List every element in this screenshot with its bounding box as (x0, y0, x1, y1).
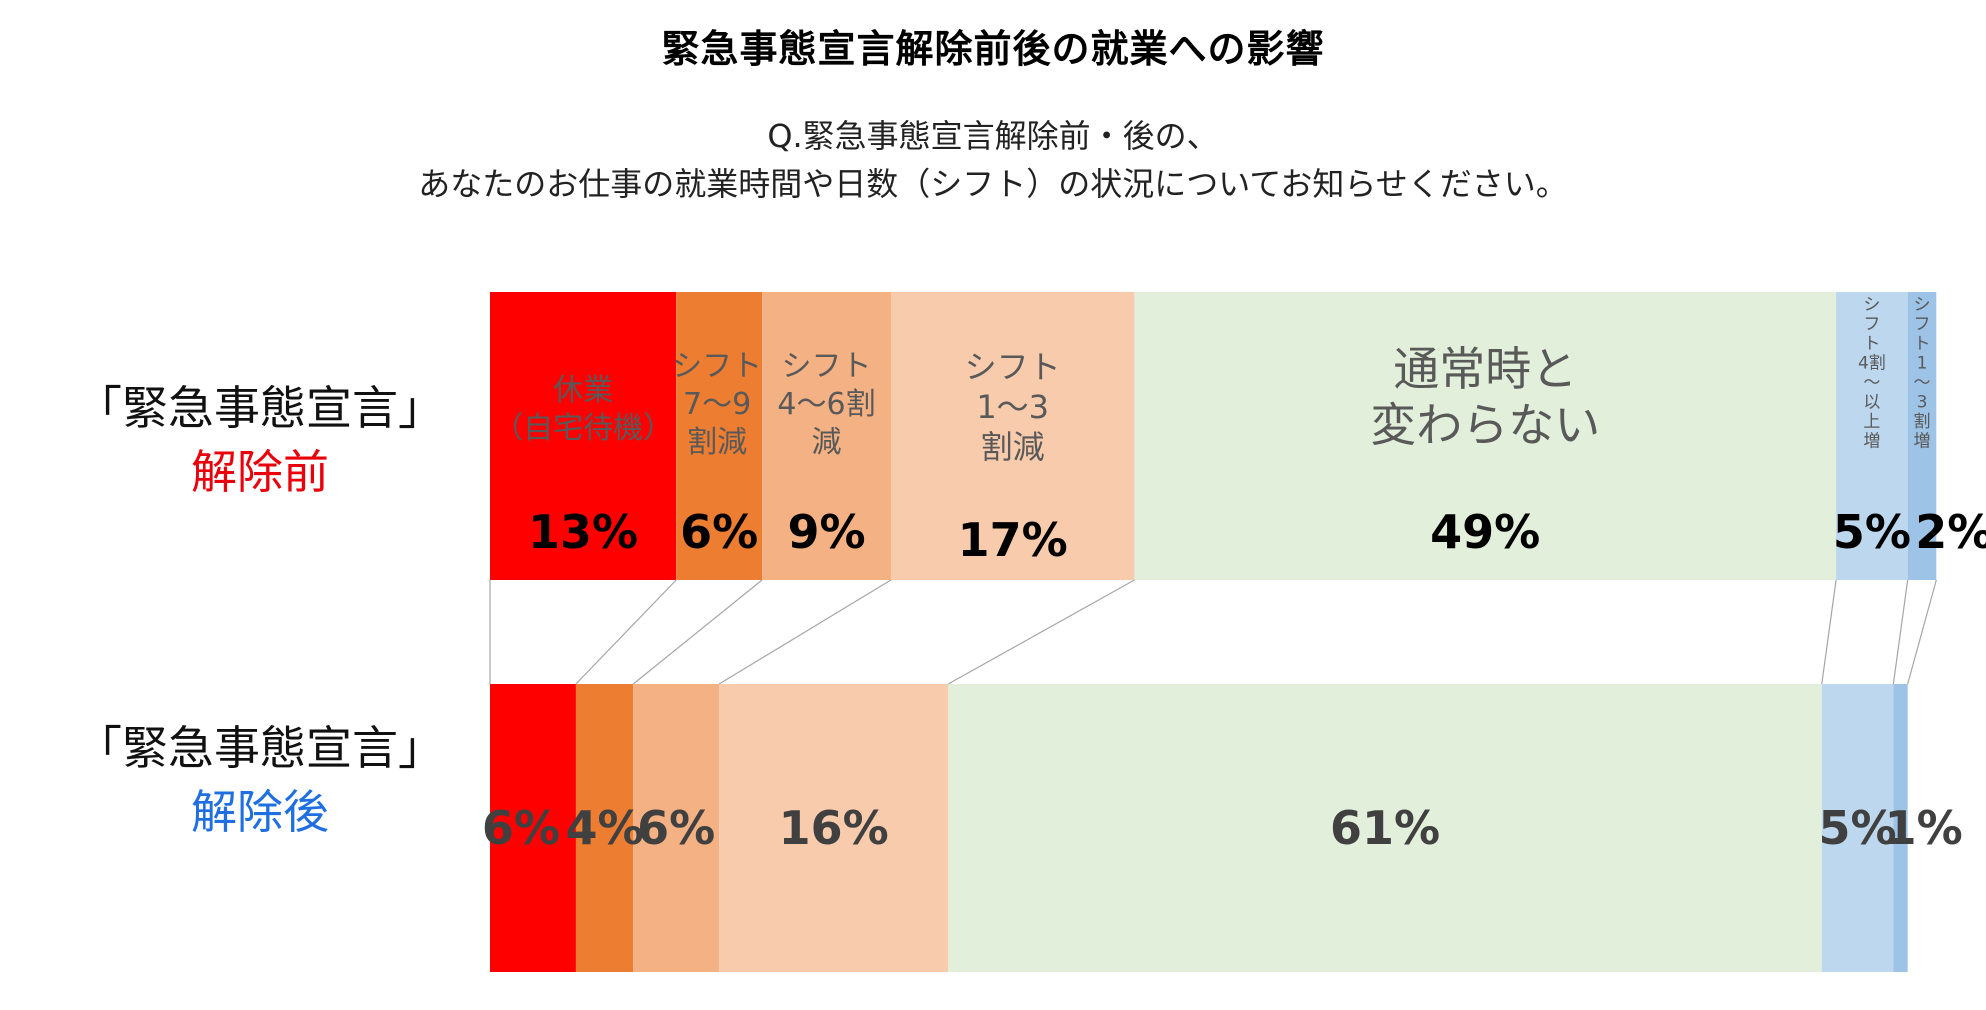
category-label-4-line-3: 割減 (981, 428, 1045, 466)
category-label-6-line-6: 以 (1863, 393, 1880, 413)
category-label-6-line-8: 増 (1863, 432, 1880, 452)
category-label-5-line-2: 変わらない (1370, 398, 1600, 452)
category-label-7-line-5: 〜 (1914, 373, 1931, 393)
value-label-before-4: 17% (958, 513, 1068, 567)
bar-segment-before-6 (1836, 292, 1908, 580)
category-label-2-line-2: 7〜9 (683, 387, 751, 422)
category-label-6-line-2: フ (1863, 315, 1880, 335)
value-label-before-2: 6% (680, 505, 758, 559)
bar-segment-before-5 (1134, 292, 1837, 580)
value-label-after-2: 4% (566, 801, 644, 855)
row-label-after: 「緊急事態宣言」 解除後 (50, 716, 470, 844)
value-label-before-3: 9% (787, 505, 865, 559)
value-label-before-6: 5% (1833, 505, 1911, 559)
row-label-before: 「緊急事態宣言」 解除前 (50, 376, 470, 504)
bar-segment-after-7 (1893, 684, 1908, 972)
category-label-6-line-4: 4割 (1858, 354, 1886, 374)
category-label-3-line-2: 4〜6割 (777, 387, 875, 422)
series-connector-line-5 (1821, 579, 1837, 685)
bar-segment-before-4 (890, 292, 1135, 580)
bar-segment-after-4 (719, 684, 949, 972)
series-connector-line-7 (1907, 579, 1937, 685)
value-label-after-7: 1% (1885, 801, 1963, 855)
series-connector-line-6 (1892, 579, 1909, 685)
bar-segment-after-6 (1821, 684, 1894, 972)
chart-subtitle: Q.緊急事態宣言解除前・後の、 あなたのお仕事の就業時間や日数（シフト）の状況に… (0, 112, 1986, 208)
bar-segment-before-2 (676, 292, 763, 580)
bar-segment-before-3 (762, 292, 891, 580)
category-label-7-line-4: 1 (1917, 354, 1928, 374)
category-label-6-line-1: シ (1863, 295, 1880, 315)
category-label-3-line-1: シフト (782, 349, 872, 384)
category-label-3-line-3: 減 (812, 425, 842, 460)
value-label-before-5: 49% (1430, 505, 1540, 559)
row-label-before-line2: 解除前 (191, 445, 329, 499)
row-label-before-line1: 「緊急事態宣言」 (76, 381, 444, 435)
value-label-after-3: 6% (637, 801, 715, 855)
row-label-after-line2: 解除後 (191, 785, 329, 839)
bar-segment-before-7 (1907, 292, 1937, 580)
value-label-after-1: 6% (482, 801, 560, 855)
chart-title: 緊急事態宣言解除前後の就業への影響 (661, 27, 1325, 71)
subtitle-line-2: あなたのお仕事の就業時間や日数（シフト）の状況についてお知らせください。 (418, 165, 1568, 203)
bar-segment-after-1 (490, 684, 576, 972)
category-label-2-line-1: シフト (672, 349, 762, 384)
value-label-after-6: 5% (1819, 801, 1897, 855)
category-label-1-line-2: （自宅待機） (493, 411, 673, 446)
value-label-after-5: 61% (1330, 801, 1440, 855)
bar-segment-after-2 (575, 684, 634, 972)
value-label-before-7: 2% (1915, 505, 1986, 559)
category-label-7-line-2: フ (1914, 315, 1931, 335)
value-label-after-4: 16% (779, 801, 889, 855)
series-connector-line-4 (947, 579, 1135, 685)
category-label-5-line-1: 通常時と (1393, 342, 1577, 396)
series-connector-line-1 (575, 579, 677, 685)
category-label-7-line-3: ト (1914, 334, 1931, 354)
bar-segment-after-3 (633, 684, 720, 972)
category-label-7-line-8: 増 (1914, 432, 1931, 452)
category-label-4-line-2: 1〜3 (976, 388, 1049, 426)
category-label-6-line-7: 上 (1863, 412, 1880, 432)
bar-segment-before-1 (490, 292, 677, 580)
bar-segment-after-5 (948, 684, 1822, 972)
row-label-after-line1: 「緊急事態宣言」 (76, 721, 444, 775)
category-label-6-line-5: 〜 (1863, 373, 1880, 393)
category-label-1-line-1: 休業 (553, 373, 613, 408)
category-label-7-line-7: 割 (1914, 412, 1931, 432)
category-label-6-line-3: ト (1863, 334, 1880, 354)
value-label-before-1: 13% (528, 505, 638, 559)
category-label-2-line-3: 割減 (687, 425, 747, 460)
series-connector-line-3 (718, 579, 892, 685)
category-label-7-line-1: シ (1914, 295, 1931, 315)
subtitle-line-1: Q.緊急事態宣言解除前・後の、 (767, 117, 1219, 155)
category-label-7-line-6: 3 (1917, 393, 1928, 413)
category-label-4-line-1: シフト (965, 348, 1061, 386)
series-connector-line-2 (632, 579, 763, 685)
